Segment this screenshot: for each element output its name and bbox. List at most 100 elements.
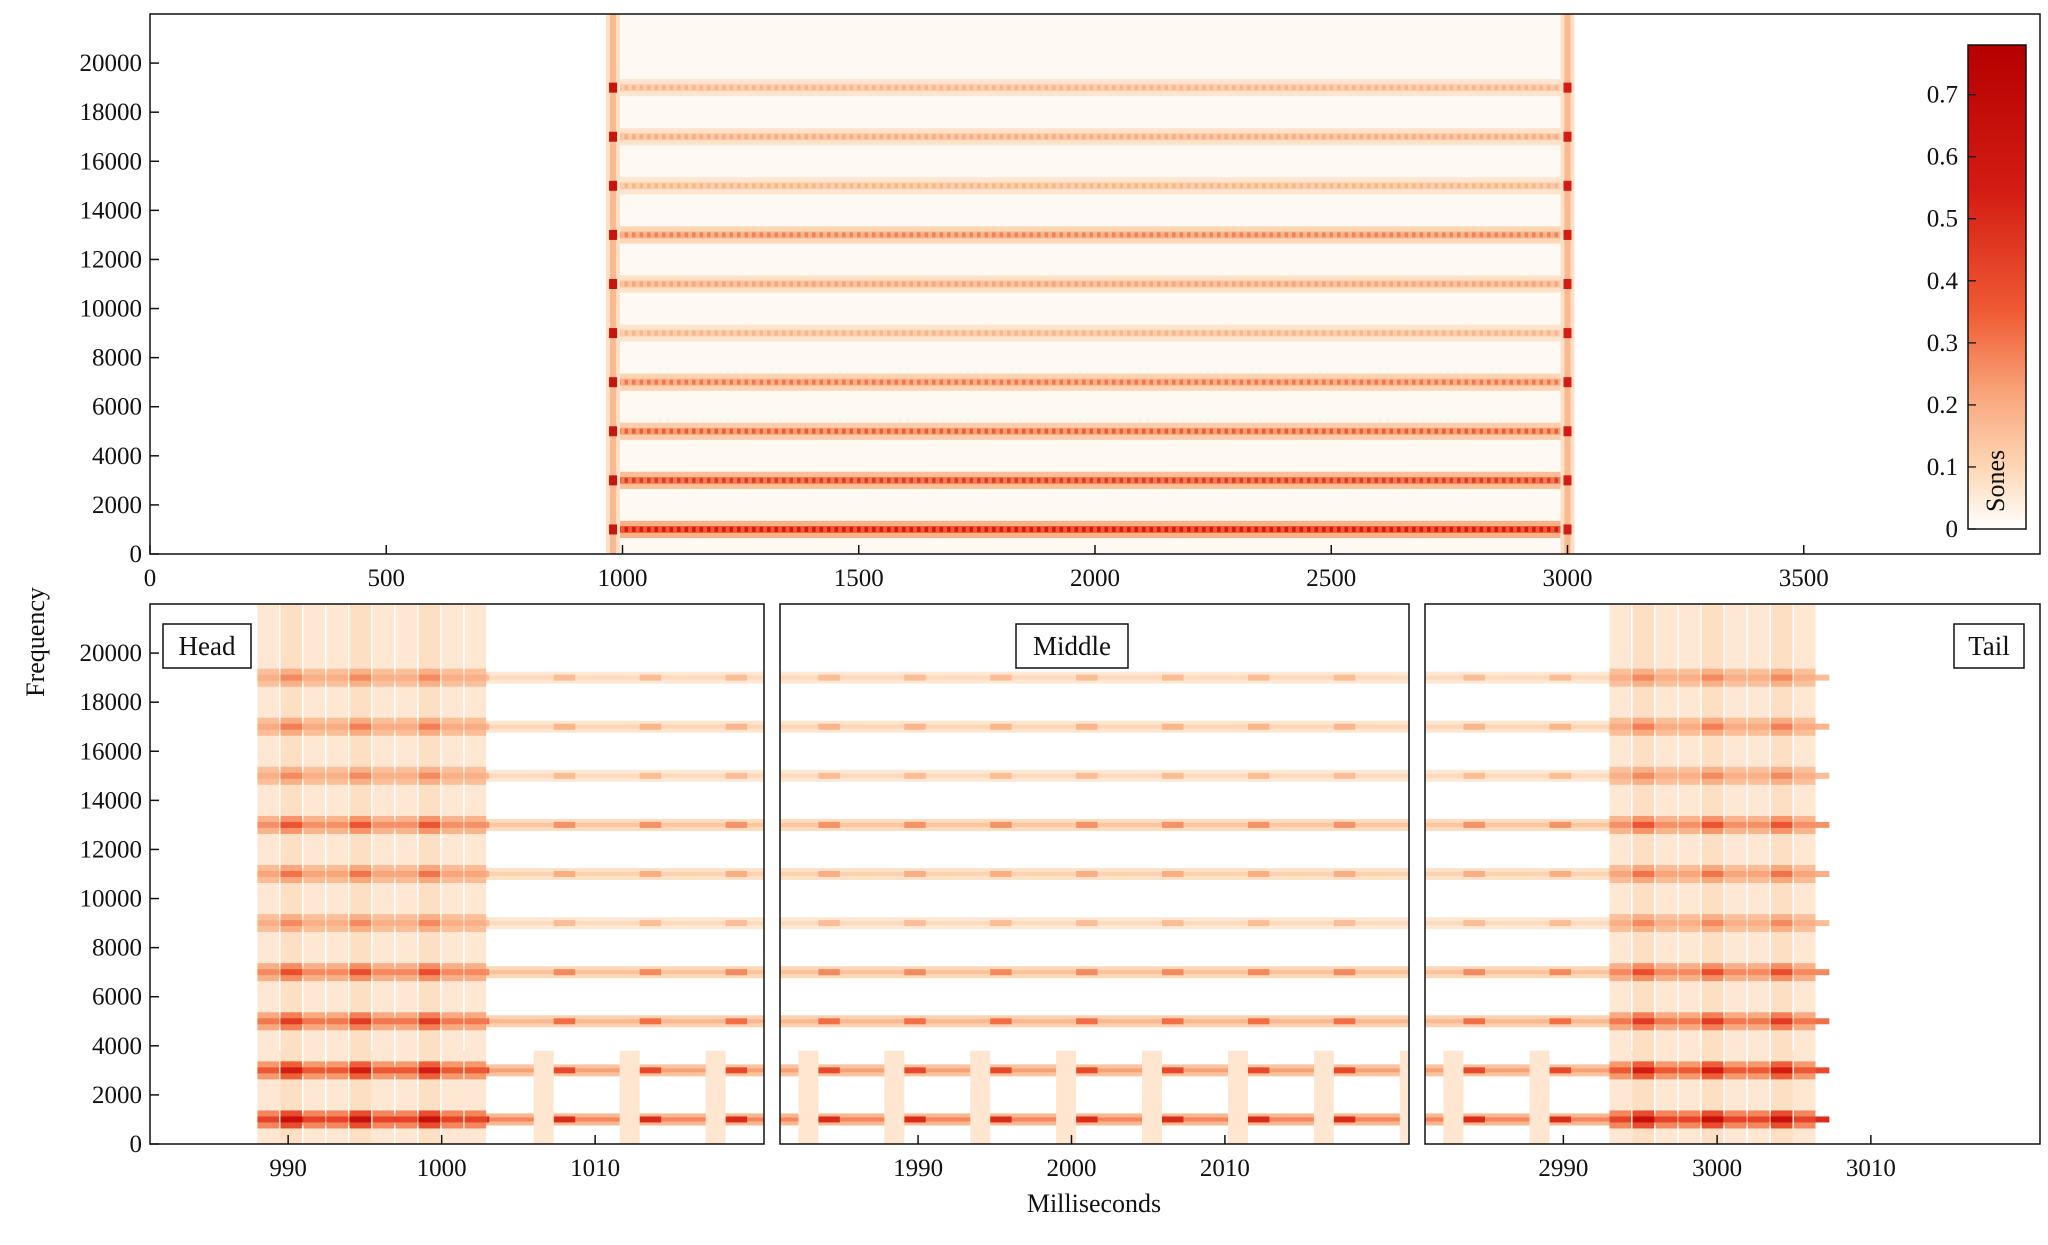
middle-band-pulse bbox=[1076, 723, 1098, 730]
overview-band-pulse bbox=[1104, 232, 1109, 238]
overview-band-pulse bbox=[1157, 379, 1161, 385]
overview-band-pulse bbox=[1187, 379, 1191, 385]
overview-band-pulse bbox=[1554, 526, 1559, 532]
overview-band-pulse bbox=[654, 85, 659, 91]
overview-band-pulse bbox=[744, 477, 749, 483]
overview-band-pulse bbox=[782, 85, 786, 91]
tail-transient-hotspot bbox=[1678, 1018, 1701, 1025]
head-band-pulse bbox=[639, 723, 662, 730]
tail-transient-hotspot bbox=[1770, 871, 1793, 877]
overview-band-pulse bbox=[1194, 330, 1199, 336]
head-transient-hotspot bbox=[418, 969, 441, 976]
overview-band-pulse bbox=[909, 281, 914, 287]
tail-x-tick-label: 2990 bbox=[1538, 1155, 1588, 1182]
overview-band-pulse bbox=[827, 183, 831, 189]
overview-band-pulse bbox=[1029, 428, 1034, 434]
overview-band-pulse bbox=[759, 85, 764, 91]
tail-transient-hotspot bbox=[1770, 821, 1793, 828]
tail-transient-hotspot bbox=[1678, 772, 1701, 779]
overview-band-pulse bbox=[1097, 477, 1101, 483]
overview-band-pulse bbox=[1292, 85, 1296, 91]
overview-band-pulse bbox=[1172, 232, 1176, 238]
overview-transient-hotspot bbox=[1563, 131, 1572, 142]
head-transient-hotspot bbox=[372, 1067, 395, 1074]
middle-band-pulse bbox=[1333, 772, 1356, 779]
overview-band-pulse bbox=[714, 428, 719, 434]
overview-band-pulse bbox=[1089, 232, 1094, 238]
overview-band-pulse bbox=[947, 379, 951, 385]
overview-band-pulse bbox=[1427, 85, 1431, 91]
overview-band-pulse bbox=[624, 281, 629, 287]
tail-band-pulse bbox=[1549, 920, 1572, 927]
overview-band-pulse bbox=[969, 330, 974, 336]
tail-transient-hotspot bbox=[1678, 920, 1701, 927]
overview-band-pulse bbox=[1149, 477, 1154, 483]
overview-band-pulse bbox=[1412, 232, 1416, 238]
overview-band-pulse bbox=[834, 526, 839, 532]
overview-band-pulse bbox=[857, 379, 861, 385]
overview-band-pulse bbox=[1524, 428, 1529, 434]
overview-band-pulse bbox=[857, 232, 861, 238]
overview-band-pulse bbox=[1517, 85, 1521, 91]
overview-band-pulse bbox=[1209, 330, 1214, 336]
overview-band-pulse bbox=[1322, 379, 1326, 385]
overview-band-pulse bbox=[1067, 330, 1071, 336]
head-band-core bbox=[257, 822, 764, 827]
overview-band-pulse bbox=[1007, 526, 1011, 532]
overview-band-pulse bbox=[1284, 134, 1289, 140]
overview-band-pulse bbox=[624, 85, 629, 91]
overview-band-pulse bbox=[1149, 379, 1154, 385]
overview-band-pulse bbox=[714, 526, 719, 532]
head-frame bbox=[149, 603, 765, 1145]
overview-band-pulse bbox=[1202, 428, 1206, 434]
overview-band-pulse bbox=[639, 281, 644, 287]
middle-band-pulse bbox=[1076, 1018, 1098, 1025]
overview-band-pulse bbox=[1389, 134, 1394, 140]
overview-band-pulse bbox=[932, 428, 936, 434]
overview-band-pulse bbox=[1307, 428, 1311, 434]
overview-band-pulse bbox=[977, 477, 981, 483]
overview-band-pulse bbox=[812, 85, 816, 91]
overview-band-pulse bbox=[1187, 428, 1191, 434]
overview-band-pulse bbox=[782, 428, 786, 434]
overview-band-pulse bbox=[1389, 85, 1394, 91]
overview-band-pulse bbox=[1029, 477, 1034, 483]
overview-band-pulse bbox=[917, 379, 921, 385]
tail-band-pulse bbox=[1549, 1018, 1572, 1025]
overview-band-pulse bbox=[1059, 281, 1064, 287]
overview-band-pulse bbox=[962, 183, 966, 189]
head-x-tick-label: 1000 bbox=[417, 1155, 467, 1182]
overview-band-pulse bbox=[647, 134, 651, 140]
overview-band-pulse bbox=[909, 85, 914, 91]
overview-band-pulse bbox=[924, 281, 929, 287]
tail-transient-hotspot bbox=[1724, 969, 1747, 976]
overview-band-pulse bbox=[1007, 85, 1011, 91]
tail-band-pulse bbox=[1807, 772, 1830, 779]
overview-band-pulse bbox=[1209, 232, 1214, 238]
overview-band-pulse bbox=[639, 526, 644, 532]
overview-band-pulse bbox=[797, 85, 801, 91]
overview-band-pulse bbox=[1337, 232, 1341, 238]
overview-band-pulse bbox=[924, 183, 929, 189]
overview-band-pulse bbox=[722, 526, 726, 532]
head-transient-hotspot bbox=[464, 920, 487, 927]
overview-y-tick-label: 2000 bbox=[92, 492, 142, 519]
overview-band-pulse bbox=[1277, 85, 1281, 91]
overview-band-pulse bbox=[1022, 134, 1026, 140]
overview-band-pulse bbox=[1412, 330, 1416, 336]
overview-band-pulse bbox=[1157, 85, 1161, 91]
middle-band-pulse bbox=[818, 772, 840, 779]
overview-band-pulse bbox=[1007, 281, 1011, 287]
overview-band-pulse bbox=[1217, 477, 1221, 483]
overview-band-pulse bbox=[1554, 134, 1559, 140]
overview-transient-hotspot bbox=[609, 229, 618, 240]
overview-band-pulse bbox=[939, 526, 944, 532]
overview-band-pulse bbox=[924, 232, 929, 238]
overview-band-pulse bbox=[1007, 379, 1011, 385]
overview-band-pulse bbox=[804, 281, 809, 287]
tail-transient-hotspot bbox=[1770, 772, 1793, 779]
head-transient-hotspot bbox=[257, 969, 279, 976]
overview-band-pulse bbox=[924, 379, 929, 385]
overview-band-pulse bbox=[1539, 428, 1544, 434]
overview-band-pulse bbox=[1397, 379, 1401, 385]
